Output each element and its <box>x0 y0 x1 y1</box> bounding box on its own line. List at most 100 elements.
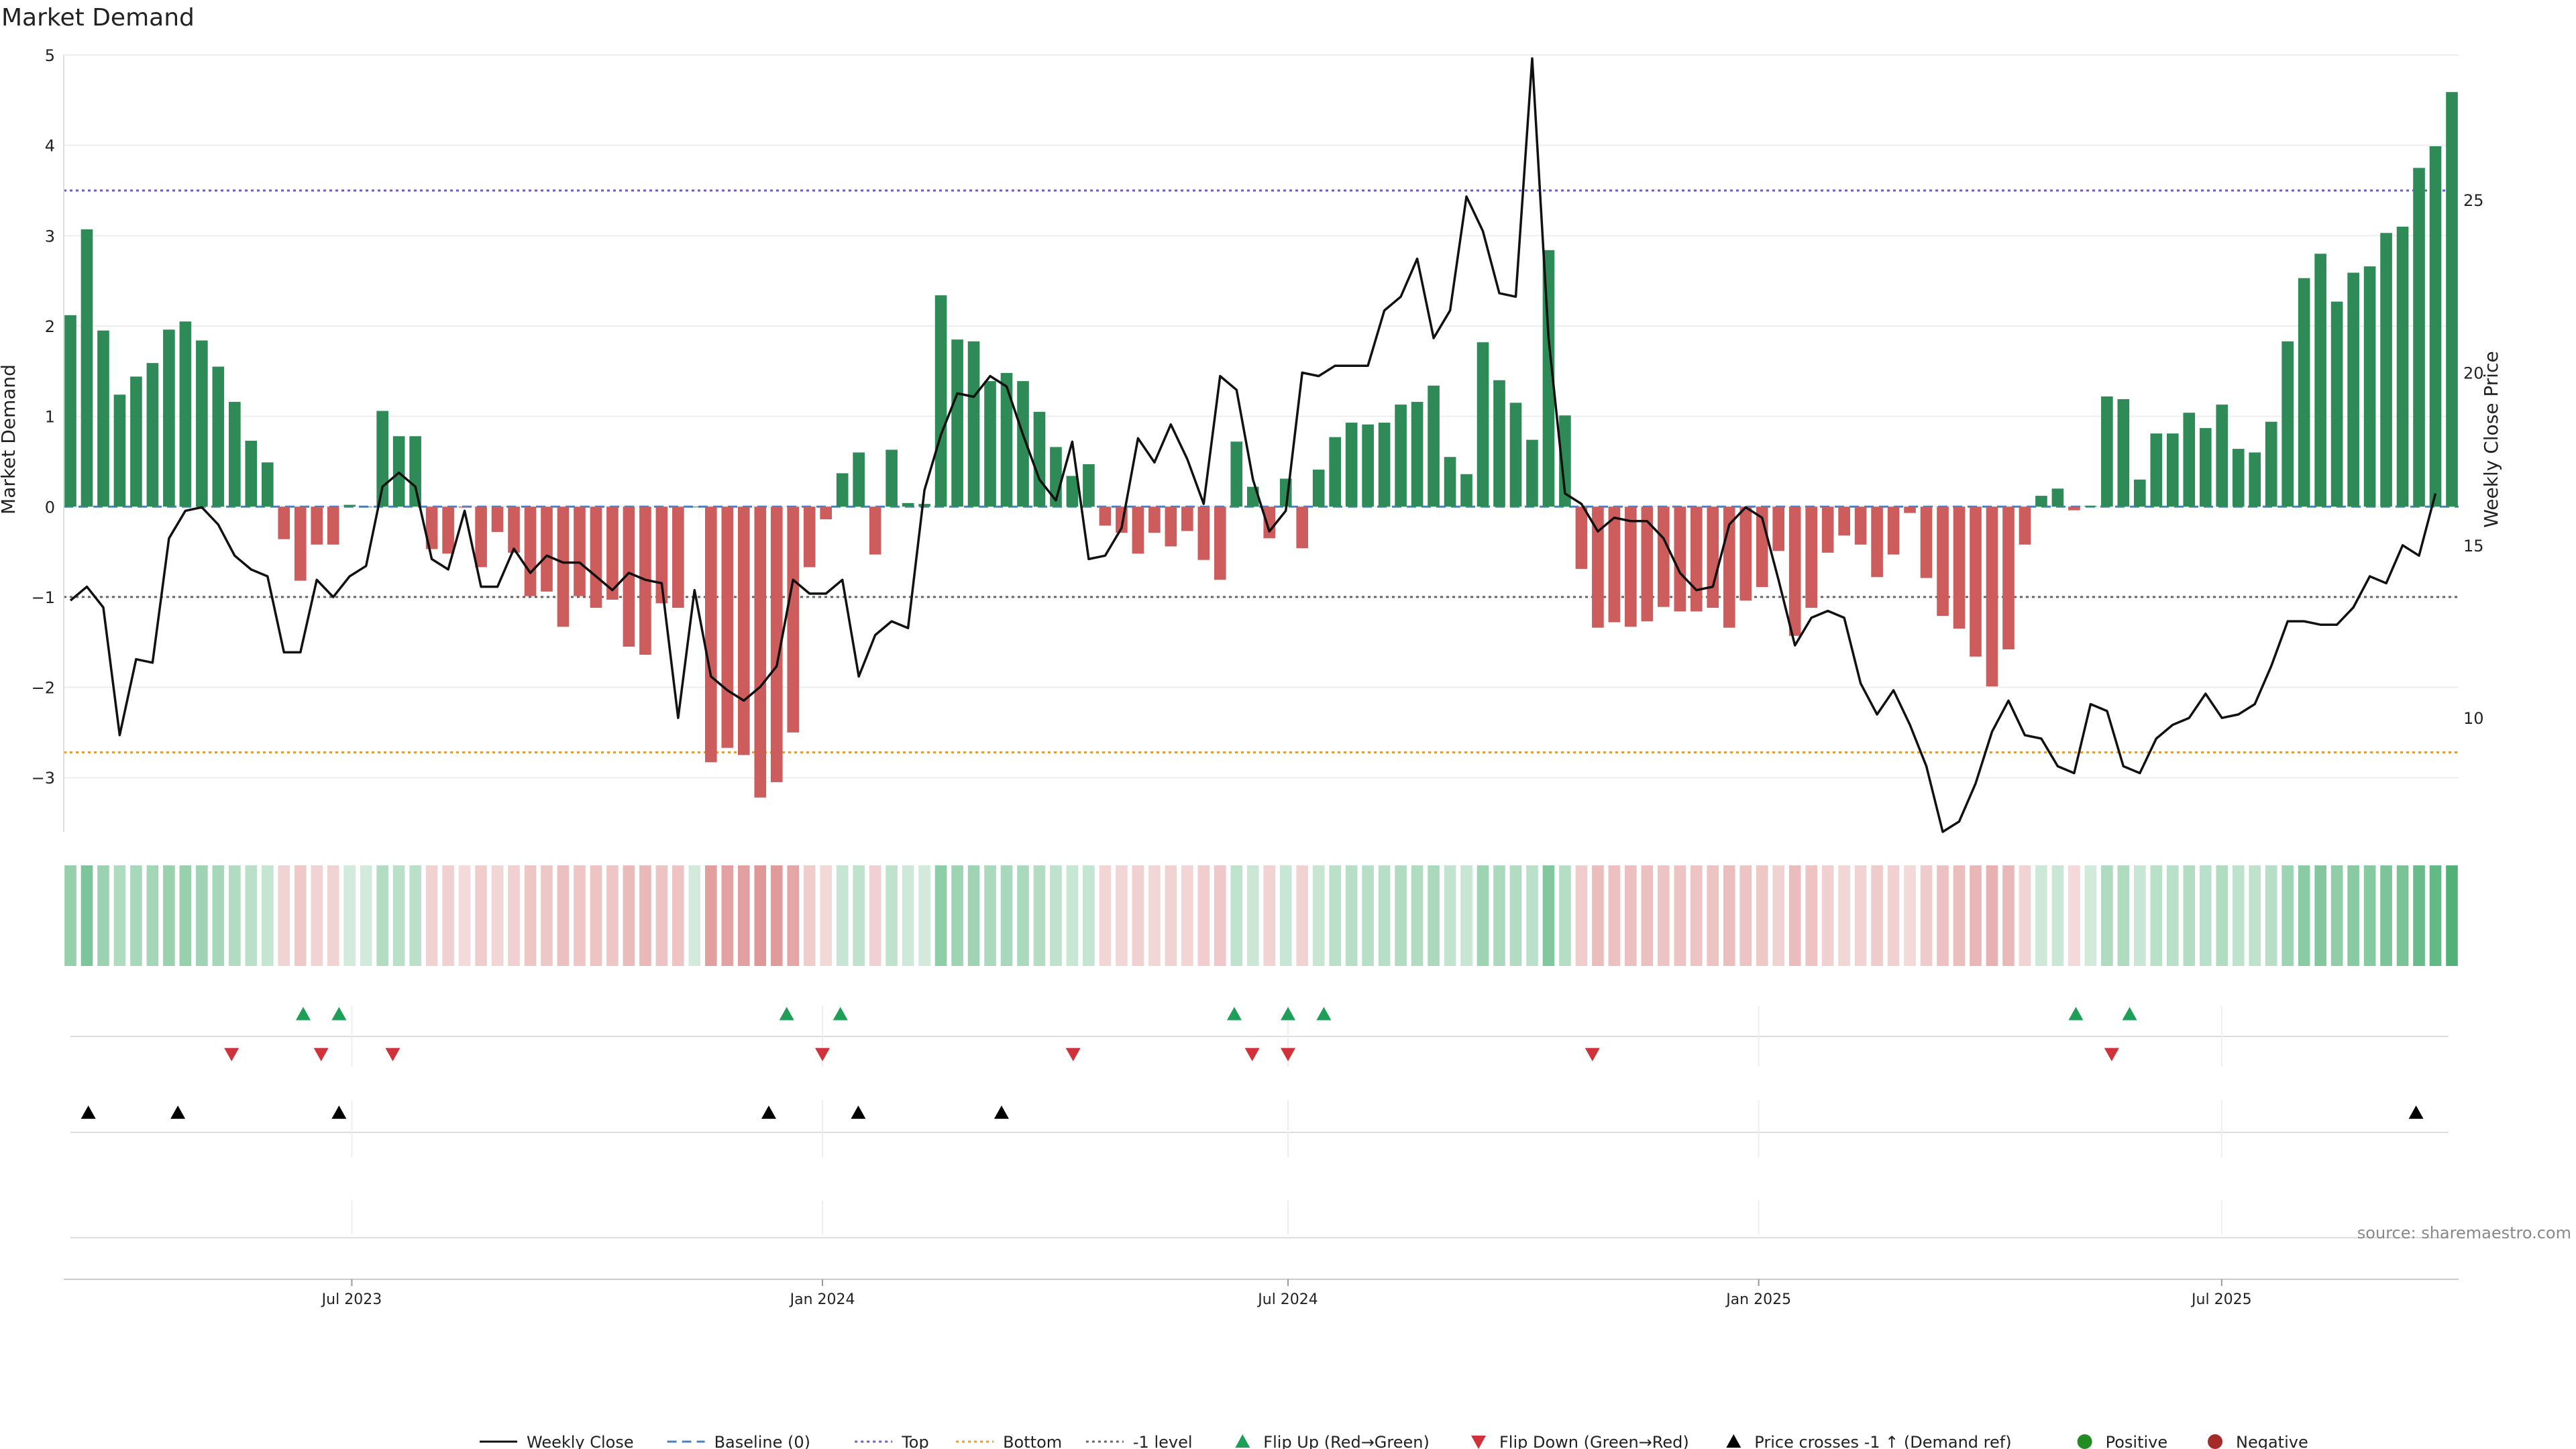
heat-cell <box>1312 865 1325 966</box>
heat-cell <box>425 865 438 966</box>
demand-bar <box>1165 506 1177 547</box>
demand-bar <box>343 504 356 507</box>
heat-cell <box>2150 865 2163 966</box>
heat-cell <box>80 865 93 966</box>
x-tick-label: Jul 2025 <box>2190 1291 2252 1308</box>
demand-bar <box>1083 464 1095 507</box>
demand-bar <box>1000 372 1013 507</box>
demand-bar <box>2150 433 2163 507</box>
price-cross-marker <box>851 1106 866 1119</box>
demand-bar <box>1477 342 1489 507</box>
heat-cell <box>130 865 142 966</box>
demand-bar <box>491 506 504 532</box>
heat-cell <box>1050 865 1062 966</box>
heat-cell <box>442 865 454 966</box>
heat-cell <box>1756 865 1768 966</box>
heat-cell <box>1805 865 1817 966</box>
x-tick-label: Jan 2024 <box>789 1291 855 1308</box>
heat-cell <box>458 865 471 966</box>
flip-down-marker <box>1244 1048 1260 1061</box>
heat-cell <box>392 865 405 966</box>
heat-cell <box>1197 865 1210 966</box>
flip-down-marker <box>815 1048 830 1061</box>
demand-bar <box>951 339 963 507</box>
heat-cell <box>1509 865 1522 966</box>
heat-cell <box>705 865 717 966</box>
legend-swatch <box>2077 1434 2092 1449</box>
legend: Weekly Close Baseline (0) Top Bottom -1 leve… <box>480 1433 2308 1449</box>
heat-cell <box>1559 865 1571 966</box>
demand-bar <box>918 504 930 507</box>
heat-cell <box>1099 865 1112 966</box>
heat-cell <box>1428 865 1440 966</box>
demand-bar <box>836 473 849 507</box>
heat-cell <box>639 865 651 966</box>
demand-bar <box>97 330 109 507</box>
demand-bar <box>1920 506 1933 578</box>
heat-cell <box>1296 865 1309 966</box>
heat-cell <box>360 865 372 966</box>
demand-bar <box>902 502 914 507</box>
heat-cell <box>934 865 947 966</box>
grid-lines <box>64 54 2459 779</box>
demand-bar <box>853 452 865 507</box>
heat-cell <box>97 865 109 966</box>
heat-cell <box>1017 865 1029 966</box>
y-tick-label: 4 <box>45 137 55 156</box>
demand-bar <box>1411 402 1424 507</box>
heat-cell <box>2413 865 2425 966</box>
heat-cell <box>2330 865 2343 966</box>
axes: −3 −2 −1 0 1 2 3 4 5 10 15 20 25 <box>32 46 2484 832</box>
heat-cell <box>1329 865 1341 966</box>
heat-cell <box>1066 865 1079 966</box>
heat-cell <box>1116 865 1128 966</box>
demand-bar <box>1592 506 1604 628</box>
heat-cell <box>574 865 586 966</box>
demand-bar <box>770 506 783 782</box>
demand-bar <box>146 363 159 507</box>
heat-cell <box>1263 865 1276 966</box>
heat-cell <box>179 865 192 966</box>
demand-bar <box>688 506 701 508</box>
heat-cell <box>984 865 996 966</box>
heat-cell <box>2363 865 2376 966</box>
legend-label: Bottom <box>1003 1433 1062 1449</box>
heat-cell <box>2183 865 2196 966</box>
heat-cell <box>1986 865 1998 966</box>
demand-bar <box>2199 428 2212 507</box>
legend-label: Flip Up (Red→Green) <box>1263 1433 1430 1449</box>
heat-cell <box>1444 865 1456 966</box>
x-axis: Jul 2023 Jan 2024 Jul 2024 Jan 2025 Jul 2025 <box>64 1279 2459 1308</box>
heat-cell <box>524 865 537 966</box>
demand-bar <box>1181 506 1193 531</box>
demand-bar <box>1230 441 1243 507</box>
demand-bar <box>2380 233 2392 507</box>
heat-cell <box>836 865 849 966</box>
demand-bar <box>2314 254 2326 507</box>
heat-cell <box>1625 865 1637 966</box>
heat-cell <box>2199 865 2212 966</box>
heat-cell <box>951 865 963 966</box>
demand-bar <box>1296 506 1309 549</box>
heat-cell <box>770 865 783 966</box>
demand-bar <box>196 340 208 507</box>
demand-bar <box>1904 506 1916 513</box>
demand-bar <box>1197 506 1210 560</box>
demand-bar <box>1312 470 1325 507</box>
flip-up-marker <box>1281 1007 1296 1020</box>
demand-bar <box>1707 506 1719 608</box>
flip-down-marker <box>385 1048 400 1061</box>
demand-bar <box>2002 506 2015 650</box>
heat-cell <box>1033 865 1046 966</box>
heat-cell <box>853 865 865 966</box>
demand-bar <box>1772 506 1785 551</box>
price-cross-marker <box>761 1106 776 1119</box>
heat-cell <box>1904 865 1916 966</box>
heat-cell <box>1674 865 1686 966</box>
reference-lines <box>64 189 2459 754</box>
y2-tick-label: 15 <box>2463 537 2484 555</box>
heat-cell <box>1772 865 1785 966</box>
demand-bar <box>2134 479 2146 507</box>
heat-cell <box>1920 865 1933 966</box>
heat-cell <box>1953 865 1966 966</box>
